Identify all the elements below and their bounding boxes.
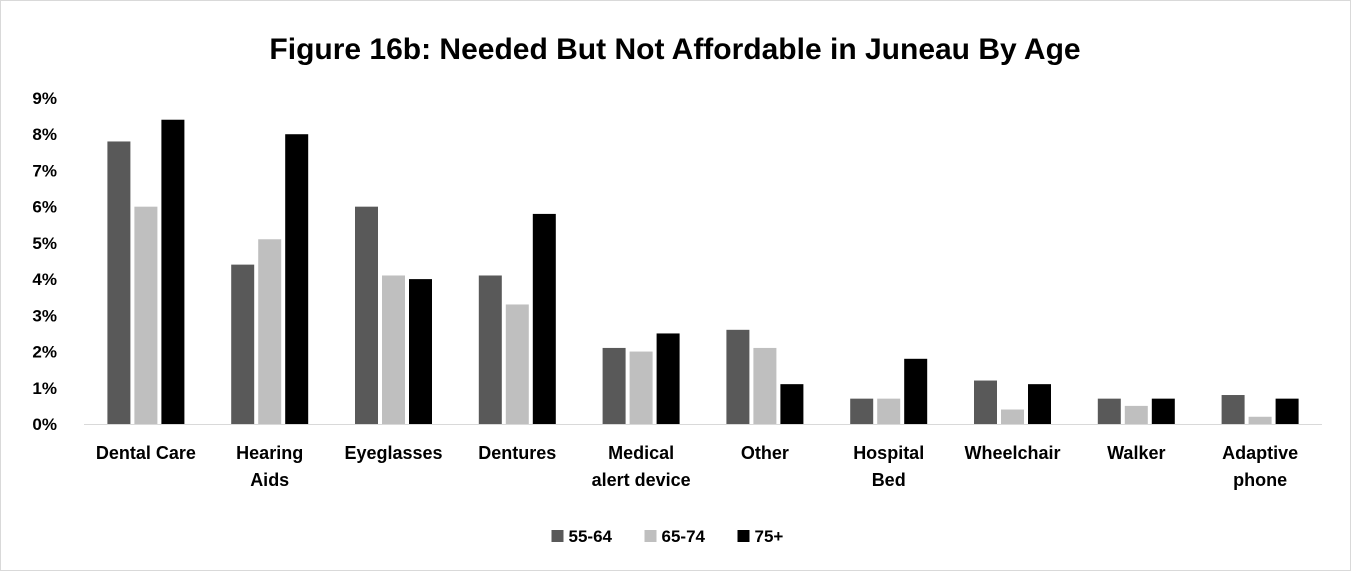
bar-55-64 <box>1098 399 1121 424</box>
y-tick-label: 2% <box>32 343 57 362</box>
bar-65-74 <box>877 399 900 424</box>
chart-title: Figure 16b: Needed But Not Affordable in… <box>269 33 1080 66</box>
y-tick-label: 8% <box>32 125 57 144</box>
bar-75+ <box>780 384 803 424</box>
bar-65-74 <box>630 352 653 424</box>
bar-55-64 <box>603 348 626 424</box>
bar-55-64 <box>355 207 378 424</box>
bar-55-64 <box>726 330 749 424</box>
bar-75+ <box>285 134 308 424</box>
x-tick-label: alert device <box>592 470 691 490</box>
bar-65-74 <box>1125 406 1148 424</box>
y-tick-label: 6% <box>32 198 57 217</box>
bar-55-64 <box>850 399 873 424</box>
x-tick-label: Dental Care <box>96 443 196 463</box>
bar-75+ <box>409 279 432 424</box>
bar-65-74 <box>134 207 157 424</box>
x-tick-label: Medical <box>608 443 674 463</box>
bar-75+ <box>1152 399 1175 424</box>
x-axis: Dental Care Hearing Aids Eyeglasses Dentures… <box>96 443 1298 490</box>
x-tick-label: Hospital <box>853 443 924 463</box>
legend-label: 75+ <box>755 527 784 546</box>
bar-65-74 <box>382 275 405 424</box>
bar-55-64 <box>974 381 997 424</box>
bars <box>107 120 1298 424</box>
legend-label: 55-64 <box>569 527 613 546</box>
bar-75+ <box>533 214 556 424</box>
x-tick-label: phone <box>1233 470 1287 490</box>
bar-65-74 <box>1001 410 1024 424</box>
legend-swatch-65-74 <box>645 530 657 542</box>
y-tick-label: 0% <box>32 415 57 434</box>
y-tick-label: 9% <box>32 89 57 108</box>
y-tick-label: 5% <box>32 234 57 253</box>
bar-75+ <box>1028 384 1051 424</box>
bar-55-64 <box>231 265 254 424</box>
bar-75+ <box>1276 399 1299 424</box>
bar-65-74 <box>258 239 281 424</box>
legend-label: 65-74 <box>662 527 706 546</box>
bar-75+ <box>657 333 680 424</box>
bar-55-64 <box>107 141 130 424</box>
y-tick-label: 4% <box>32 270 57 289</box>
x-tick-label: Walker <box>1107 443 1165 463</box>
x-tick-label: Adaptive <box>1222 443 1298 463</box>
y-tick-label: 1% <box>32 379 57 398</box>
bar-75+ <box>161 120 184 424</box>
x-tick-label: Hearing <box>236 443 303 463</box>
y-tick-label: 7% <box>32 161 57 180</box>
legend: 55-64 65-74 75+ <box>552 527 784 546</box>
bar-75+ <box>904 359 927 424</box>
x-tick-label: Aids <box>250 470 289 490</box>
x-tick-label: Wheelchair <box>964 443 1060 463</box>
bar-55-64 <box>1222 395 1245 424</box>
x-tick-label: Eyeglasses <box>344 443 442 463</box>
bar-65-74 <box>1249 417 1272 424</box>
x-tick-label: Dentures <box>478 443 556 463</box>
bar-65-74 <box>753 348 776 424</box>
bar-65-74 <box>506 304 529 424</box>
x-tick-label: Other <box>741 443 789 463</box>
y-tick-label: 3% <box>32 306 57 325</box>
legend-swatch-75+ <box>738 530 750 542</box>
legend-swatch-55-64 <box>552 530 564 542</box>
x-tick-label: Bed <box>872 470 906 490</box>
bar-55-64 <box>479 275 502 424</box>
